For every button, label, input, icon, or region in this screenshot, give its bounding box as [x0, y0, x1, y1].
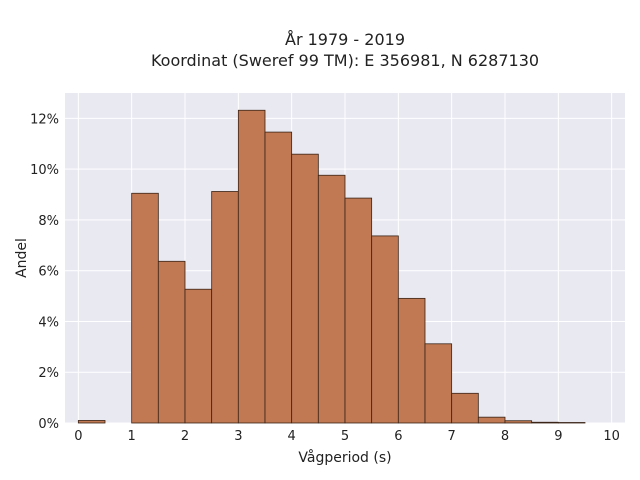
x-tick-label: 9 — [554, 429, 562, 444]
x-tick-label: 2 — [181, 429, 189, 444]
histogram-bar — [237, 109, 266, 424]
chart-title-line-2: Koordinat (Sweref 99 TM): E 356981, N 62… — [151, 51, 539, 70]
histogram-bar — [397, 297, 426, 424]
x-tick-label: 3 — [234, 429, 242, 444]
y-tick-label: 4% — [38, 315, 59, 330]
histogram-bar — [291, 153, 319, 424]
x-ticks: 0 1 2 3 4 5 6 7 8 9 10 — [74, 429, 620, 444]
y-axis-label: Andel — [14, 238, 30, 278]
histogram-bar — [157, 260, 186, 424]
x-tick-label: 5 — [341, 429, 349, 444]
chart-title-line-1: År 1979 - 2019 — [285, 30, 405, 49]
histogram-bar — [77, 420, 106, 424]
x-tick-label: 6 — [394, 429, 402, 444]
histogram-bar — [557, 422, 586, 424]
histogram-bar — [531, 421, 559, 424]
bars-layer — [77, 109, 586, 424]
histogram-bar — [344, 197, 373, 424]
histogram-bar — [264, 131, 293, 424]
x-tick-label: 7 — [448, 429, 456, 444]
y-tick-label: 0% — [38, 417, 59, 432]
x-tick-label: 1 — [128, 429, 136, 444]
x-tick-label: 8 — [501, 429, 509, 444]
histogram-bar — [131, 192, 159, 424]
histogram-bar — [317, 174, 346, 424]
histogram-bar — [451, 392, 479, 424]
x-tick-label: 4 — [288, 429, 296, 444]
y-tick-label: 12% — [30, 112, 59, 127]
y-tick-label: 2% — [38, 366, 59, 381]
histogram-bar — [371, 235, 399, 424]
x-axis-label: Vågperiod (s) — [298, 449, 391, 466]
y-tick-label: 10% — [30, 163, 59, 178]
histogram-bar — [211, 191, 239, 424]
y-tick-label: 6% — [38, 265, 59, 280]
histogram-bar — [477, 416, 506, 424]
histogram-bar — [424, 343, 453, 424]
histogram-bar — [504, 420, 533, 424]
y-ticks: 0% 2% 4% 6% 8% 10% 12% — [30, 112, 59, 432]
histogram-bar — [184, 288, 213, 424]
x-tick-label: 0 — [74, 429, 82, 444]
y-tick-label: 8% — [38, 214, 59, 229]
x-tick-label: 10 — [603, 429, 620, 444]
